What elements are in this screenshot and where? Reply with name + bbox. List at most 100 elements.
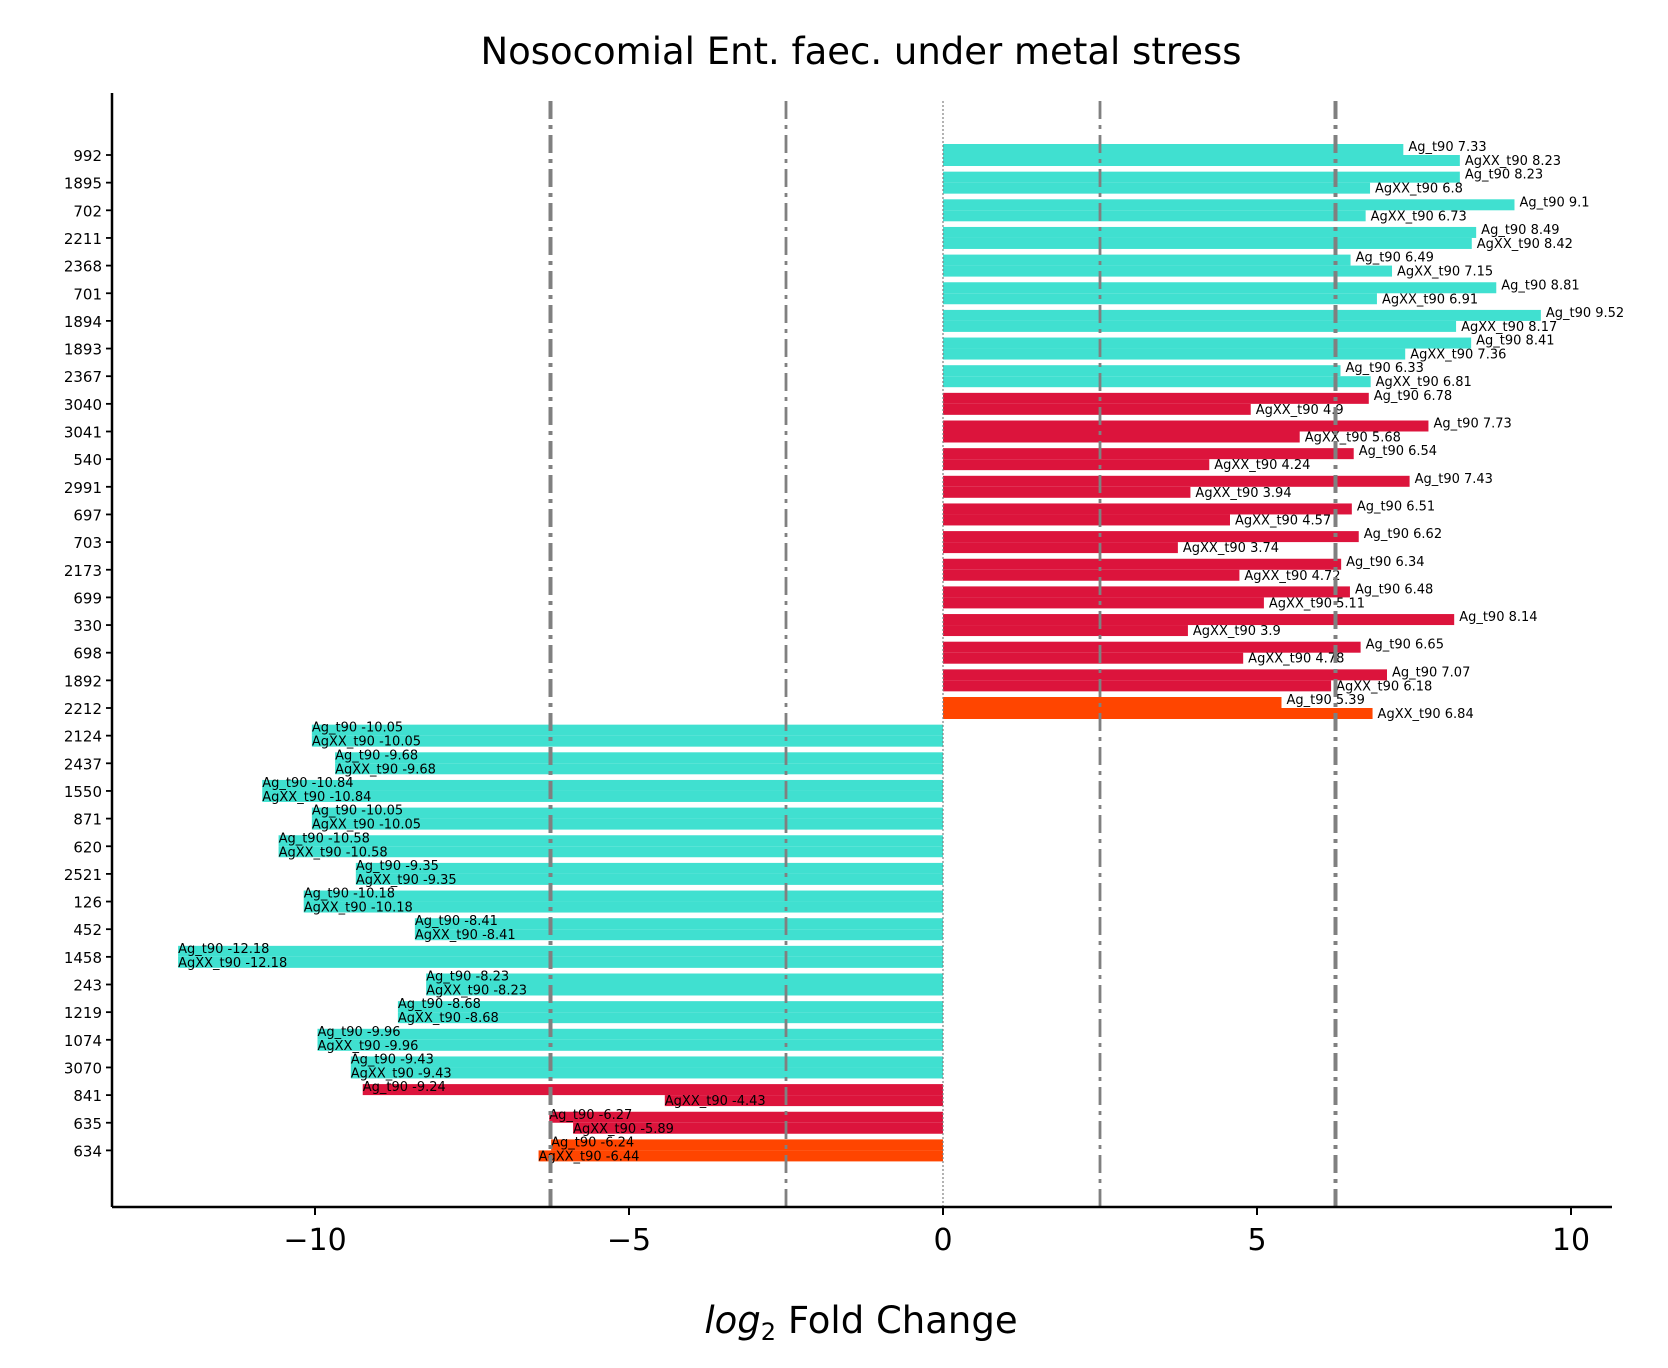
bar-label: Ag_t90 9.52 bbox=[1546, 306, 1624, 321]
bar-agxx-t90-1892 bbox=[943, 680, 1332, 692]
bar-ag-t90-702 bbox=[943, 199, 1515, 211]
bar-label: Ag_t90 8.23 bbox=[1465, 168, 1543, 183]
bar-ag-t90-634 bbox=[551, 1139, 943, 1151]
bar-agxx-t90-2212 bbox=[943, 708, 1373, 719]
bar-label: AgXX_t90 -10.58 bbox=[279, 845, 388, 860]
y-tick-label: 330 bbox=[73, 617, 102, 635]
y-tick-label: 1893 bbox=[64, 341, 102, 359]
y-tick-label: 992 bbox=[73, 147, 102, 165]
bar-ag-t90-871 bbox=[311, 807, 943, 819]
bar-label: AgXX_t90 -8.23 bbox=[426, 984, 527, 999]
bar-ag-t90-1894 bbox=[943, 309, 1541, 321]
bar-label: Ag_t90 8.41 bbox=[1476, 334, 1554, 349]
bar-agxx-t90-2367 bbox=[943, 376, 1371, 388]
bar-ag-t90-452 bbox=[414, 918, 943, 930]
bar-label: Ag_t90 -10.84 bbox=[262, 776, 353, 791]
bar-label: Ag_t90 6.65 bbox=[1366, 638, 1444, 653]
bar-ag-t90-1550 bbox=[262, 779, 943, 791]
bar-agxx-t90-702 bbox=[943, 210, 1366, 222]
bar-agxx-t90-2124 bbox=[311, 735, 943, 747]
y-tick-label: 2173 bbox=[64, 562, 102, 580]
bar-label: AgXX_t90 7.36 bbox=[1410, 348, 1506, 363]
bar-agxx-t90-697 bbox=[943, 514, 1230, 526]
bar-label: Ag_t90 6.62 bbox=[1364, 527, 1442, 542]
bar-label: Ag_t90 6.51 bbox=[1357, 499, 1435, 514]
y-tick-label: 699 bbox=[73, 589, 102, 607]
x-tick-label: 5 bbox=[1247, 1223, 1266, 1258]
bar-label: Ag_t90 -6.27 bbox=[549, 1108, 632, 1123]
bar-ag-t90-3070 bbox=[350, 1056, 943, 1068]
y-tick-label: 697 bbox=[73, 506, 102, 524]
bar-label: Ag_t90 6.48 bbox=[1355, 582, 1433, 597]
bar-agxx-t90-3070 bbox=[350, 1067, 943, 1079]
bar-agxx-t90-452 bbox=[414, 929, 943, 941]
bar-label: AgXX_t90 3.74 bbox=[1183, 541, 1279, 556]
bar-ag-t90-620 bbox=[278, 835, 943, 847]
y-tick-label: 1219 bbox=[64, 1004, 102, 1022]
bar-ag-t90-126 bbox=[303, 890, 943, 902]
bar-label: AgXX_t90 6.8 bbox=[1375, 182, 1463, 197]
bar-label: Ag_t90 -10.58 bbox=[279, 831, 370, 846]
bar-agxx-t90-3041 bbox=[943, 431, 1300, 443]
y-tick-label: 634 bbox=[73, 1142, 102, 1160]
bar-label: Ag_t90 7.43 bbox=[1415, 472, 1493, 487]
chart-title: Nosocomial Ent. faec. under metal stress bbox=[480, 30, 1241, 73]
bar-agxx-t90-2211 bbox=[943, 237, 1472, 249]
bar-label: Ag_t90 6.78 bbox=[1374, 389, 1452, 404]
bar-ag-t90-1219 bbox=[397, 1001, 943, 1013]
bar-label: Ag_t90 7.07 bbox=[1392, 665, 1470, 680]
bar-label: Ag_t90 7.33 bbox=[1408, 140, 1486, 155]
y-tick-label: 635 bbox=[73, 1115, 102, 1133]
bar-agxx-t90-330 bbox=[943, 625, 1188, 637]
bar-label: AgXX_t90 3.9 bbox=[1193, 624, 1281, 639]
bar-label: AgXX_t90 6.84 bbox=[1378, 707, 1474, 722]
bar-label: AgXX_t90 5.68 bbox=[1305, 431, 1401, 446]
bar-ag-t90-699 bbox=[943, 586, 1350, 598]
bar-ag-t90-841 bbox=[362, 1084, 943, 1096]
bar-agxx-t90-703 bbox=[943, 542, 1178, 554]
bar-label: Ag_t90 -8.23 bbox=[426, 970, 509, 985]
bar-label: AgXX_t90 -9.96 bbox=[318, 1039, 419, 1054]
bar-label: AgXX_t90 -10.05 bbox=[312, 818, 421, 833]
bar-ag-t90-1458 bbox=[178, 945, 943, 957]
bar-label: AgXX_t90 3.94 bbox=[1195, 486, 1291, 501]
y-tick-label: 1550 bbox=[64, 783, 102, 801]
x-axis-label-subscript: 2 bbox=[761, 1318, 776, 1346]
bar-label: Ag_t90 -10.05 bbox=[312, 721, 403, 736]
bar-agxx-t90-2521 bbox=[355, 873, 943, 885]
bar-ag-t90-3040 bbox=[943, 392, 1369, 404]
x-tick-label: 10 bbox=[1552, 1223, 1590, 1258]
y-tick-label: 701 bbox=[73, 285, 102, 303]
bar-label: AgXX_t90 -9.35 bbox=[356, 873, 457, 888]
bar-label: AgXX_t90 -10.84 bbox=[262, 790, 371, 805]
bar-label: Ag_t90 8.14 bbox=[1459, 610, 1537, 625]
y-tick-label: 3040 bbox=[64, 396, 102, 414]
bar-label: AgXX_t90 -10.05 bbox=[312, 735, 421, 750]
bar-agxx-t90-2437 bbox=[335, 763, 943, 775]
bar-agxx-t90-1550 bbox=[262, 790, 943, 802]
bar-label: AgXX_t90 -12.18 bbox=[178, 956, 287, 971]
bar-ag-t90-2211 bbox=[943, 226, 1477, 238]
bar-agxx-t90-701 bbox=[943, 293, 1377, 305]
bar-agxx-t90-698 bbox=[943, 652, 1244, 664]
bar-agxx-t90-634 bbox=[538, 1150, 943, 1162]
bar-label: Ag_t90 -10.05 bbox=[312, 804, 403, 819]
y-tick-label: 1894 bbox=[64, 313, 102, 331]
y-tick-label: 2437 bbox=[64, 755, 102, 773]
bar-label: Ag_t90 -10.18 bbox=[304, 887, 395, 902]
bar-agxx-t90-2991 bbox=[943, 486, 1191, 498]
bar-label: AgXX_t90 8.23 bbox=[1465, 154, 1561, 169]
bar-label: Ag_t90 -9.35 bbox=[356, 859, 439, 874]
y-tick-label: 871 bbox=[73, 811, 102, 829]
bar-label: AgXX_t90 6.18 bbox=[1336, 679, 1432, 694]
bar-label: AgXX_t90 6.73 bbox=[1371, 209, 1467, 224]
y-tick-label: 243 bbox=[73, 977, 102, 995]
bar-label: AgXX_t90 6.81 bbox=[1376, 375, 1472, 390]
bar-label: AgXX_t90 4.57 bbox=[1235, 513, 1331, 528]
x-axis-label-rest: Fold Change bbox=[776, 1299, 1018, 1342]
bar-ag-t90-2173 bbox=[943, 558, 1342, 570]
bar-agxx-t90-1219 bbox=[397, 1012, 943, 1024]
bar-ag-t90-2367 bbox=[943, 365, 1341, 377]
y-tick-label: 702 bbox=[73, 202, 102, 220]
